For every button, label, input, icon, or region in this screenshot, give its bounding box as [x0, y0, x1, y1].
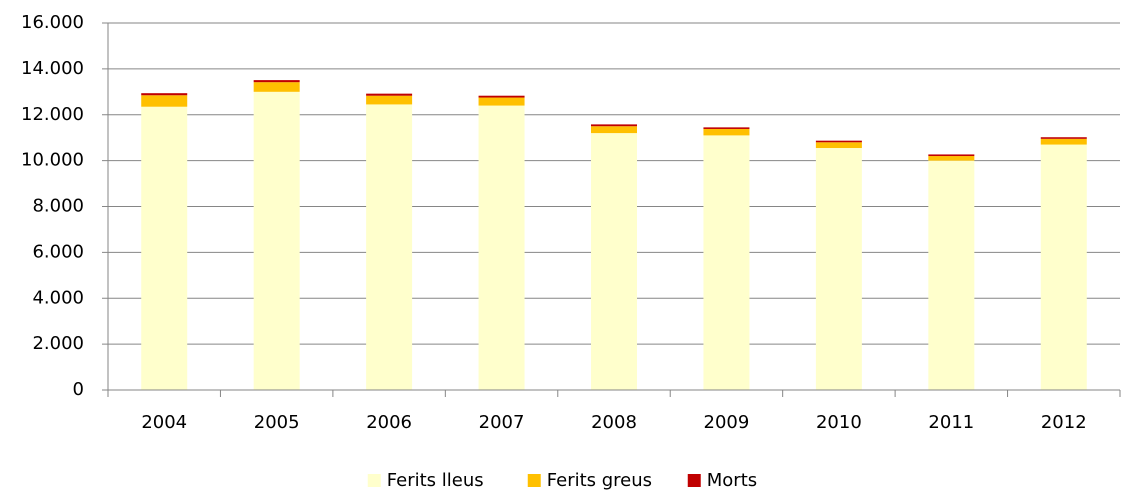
x-tick-label: 2007: [479, 412, 525, 433]
bar-segment: [928, 160, 975, 390]
y-tick-label: 16.000: [21, 12, 84, 33]
bar-segment: [478, 95, 525, 98]
x-tick-label: 2005: [254, 412, 300, 433]
bar-segment: [366, 95, 413, 105]
x-tick-label: 2012: [1041, 412, 1087, 433]
bar-segment: [1040, 144, 1087, 390]
bar-segment: [141, 93, 188, 96]
y-tick-label: 14.000: [21, 58, 84, 79]
x-tick-label: 2006: [366, 412, 412, 433]
x-tick-label: 2004: [141, 412, 187, 433]
bar-segment: [253, 82, 300, 92]
y-tick-label: 10.000: [21, 150, 84, 171]
y-tick-label: 4.000: [32, 287, 84, 308]
bar-segment: [815, 142, 862, 149]
legend-label: Ferits lleus: [387, 470, 484, 491]
bar-segment: [253, 80, 300, 83]
bar-segment: [478, 105, 525, 390]
legend-label: Morts: [707, 470, 757, 491]
bar-segment: [928, 154, 975, 157]
bar-segment: [366, 93, 413, 96]
bar-segment: [141, 95, 188, 107]
legend-swatch: [367, 474, 381, 487]
bar-segment: [591, 133, 637, 390]
bar-segment: [366, 104, 413, 390]
y-tick-label: 12.000: [21, 104, 84, 125]
bar-segment: [591, 124, 637, 127]
bar-segment: [703, 135, 750, 390]
bar-segment: [703, 127, 750, 129]
bar-segment: [1040, 138, 1087, 145]
bar-segment: [1040, 137, 1087, 139]
x-tick-label: 2009: [704, 412, 750, 433]
bar-segment: [928, 156, 975, 161]
bar-segment: [591, 126, 637, 134]
legend-swatch: [527, 474, 541, 487]
y-tick-label: 2.000: [32, 333, 84, 354]
x-tick-label: 2010: [816, 412, 862, 433]
y-tick-label: 6.000: [32, 241, 84, 262]
legend-label: Ferits greus: [547, 470, 652, 491]
bar-segment: [815, 140, 862, 143]
bar-segment: [141, 106, 188, 391]
x-tick-label: 2011: [928, 412, 974, 433]
x-tick-label: 2008: [591, 412, 637, 433]
y-tick-label: 0: [73, 379, 84, 400]
bar-segment: [253, 91, 300, 390]
y-tick-label: 8.000: [32, 196, 84, 217]
legend-swatch: [687, 474, 701, 487]
bar-segment: [478, 97, 525, 106]
bar-segment: [815, 148, 862, 390]
bar-segment: [703, 128, 750, 136]
